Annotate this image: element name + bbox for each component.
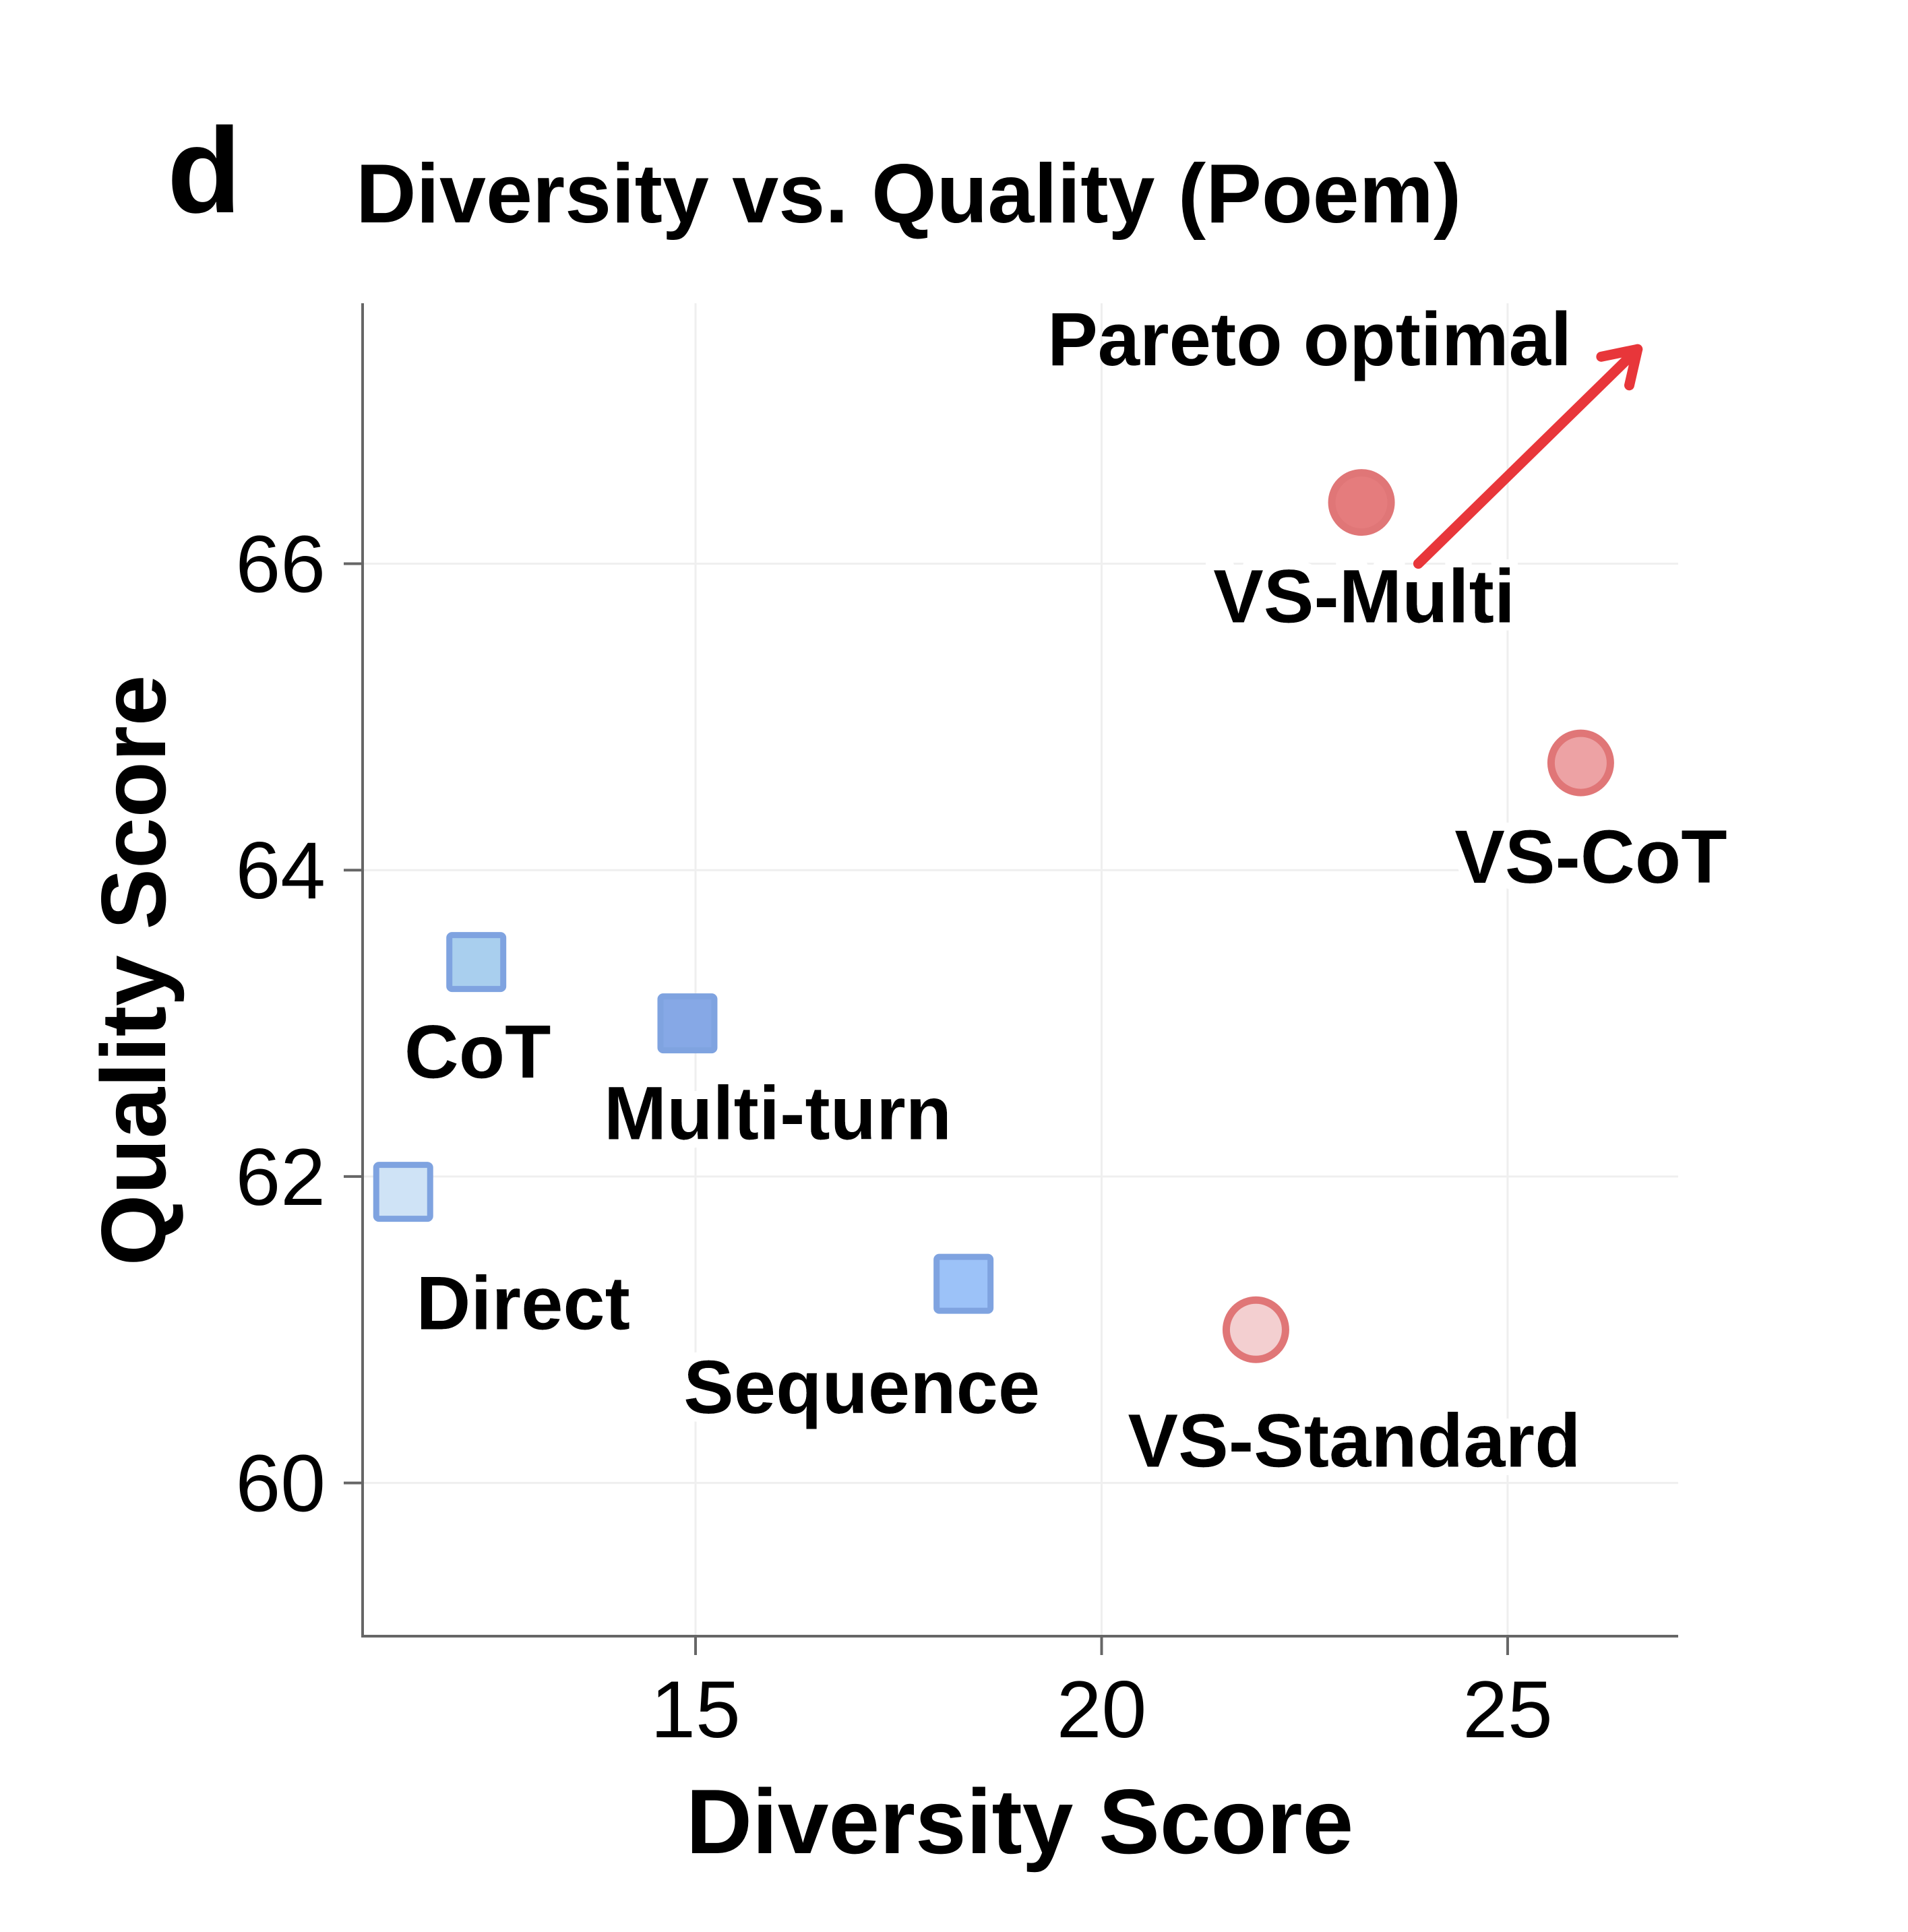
point-multi-turn bbox=[657, 993, 718, 1054]
y-axis-label: Quality Score bbox=[82, 675, 185, 1266]
label-vs-standard: VS-Standard bbox=[1128, 1398, 1580, 1483]
x-tick-label: 15 bbox=[650, 1664, 740, 1755]
point-sequence bbox=[933, 1253, 994, 1314]
chart-title: Diversity vs. Quality (Poem) bbox=[356, 148, 1461, 241]
point-vs-standard bbox=[1222, 1296, 1289, 1363]
pareto-arrowhead bbox=[1596, 344, 1643, 391]
label-cot: CoT bbox=[404, 1010, 551, 1094]
data-points bbox=[373, 469, 1614, 1363]
y-tick-label: 62 bbox=[236, 1132, 326, 1222]
point-cot bbox=[446, 932, 507, 993]
x-tick-label: 25 bbox=[1463, 1664, 1552, 1755]
label-direct: Direct bbox=[417, 1261, 630, 1346]
point-vs-cot bbox=[1547, 729, 1614, 797]
label-vs-cot: VS-CoT bbox=[1454, 815, 1727, 899]
panel-letter: d bbox=[167, 103, 241, 239]
x-axis-label: Diversity Score bbox=[686, 1770, 1353, 1873]
gridlines bbox=[363, 303, 1678, 1636]
pareto-label: Pareto optimal bbox=[1047, 297, 1572, 381]
label-multi-turn: Multi-turn bbox=[604, 1071, 952, 1156]
y-tick-label: 66 bbox=[236, 520, 326, 610]
pareto-annotation: Pareto optimal bbox=[1047, 297, 1643, 569]
x-tick-label: 20 bbox=[1057, 1664, 1146, 1755]
point-labels: Direct CoT Multi-turn Sequence VS-Standard VS… bbox=[404, 555, 1727, 1483]
label-vs-multi: VS-Multi bbox=[1213, 555, 1515, 639]
pareto-arrow bbox=[1413, 344, 1643, 569]
point-direct bbox=[373, 1162, 433, 1222]
y-tick-label: 60 bbox=[236, 1439, 326, 1529]
x-ticks: 15 20 25 bbox=[650, 1636, 1553, 1755]
point-vs-multi bbox=[1328, 469, 1395, 536]
y-tick-label: 64 bbox=[236, 825, 326, 916]
y-ticks: 60 62 64 66 bbox=[236, 520, 363, 1529]
label-sequence: Sequence bbox=[683, 1345, 1040, 1429]
